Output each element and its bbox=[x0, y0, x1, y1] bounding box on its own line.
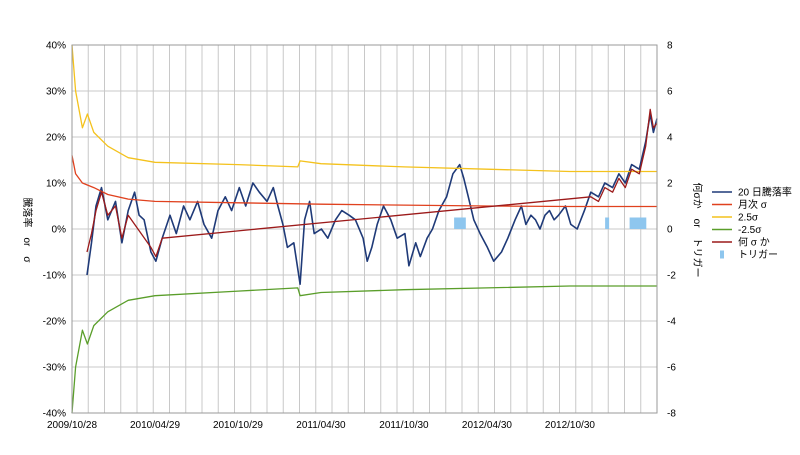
y-left-tick-label: 10% bbox=[46, 179, 66, 190]
trigger-bar bbox=[459, 217, 464, 229]
series-line bbox=[71, 285, 657, 414]
y-right-tick-label: -6 bbox=[667, 363, 676, 374]
y-right-tick-label: -2 bbox=[667, 271, 676, 282]
legend-label: 何 σ か bbox=[738, 236, 770, 249]
trigger-bar bbox=[605, 217, 610, 229]
y-left-tick-label: -10% bbox=[43, 271, 66, 282]
x-tick-label: 2011/04/30 bbox=[296, 420, 346, 431]
y-left-tick-label: -20% bbox=[43, 317, 66, 328]
x-tick-label: 2010/10/29 bbox=[213, 420, 263, 431]
x-tick-label: 2010/04/29 bbox=[130, 420, 180, 431]
legend-label: -2.5σ bbox=[738, 225, 762, 236]
x-tick-label: 2012/04/30 bbox=[462, 420, 512, 431]
y-right-tick-label: -8 bbox=[667, 409, 676, 420]
legend-label: 20 日騰落率 bbox=[738, 186, 792, 199]
axis-layer: 40% 830% 620% 410% 20% 0-10% -2-20% -4-30% -6-40… bbox=[43, 41, 677, 432]
trigger-bar bbox=[454, 217, 459, 229]
series-line bbox=[86, 113, 658, 285]
series-line bbox=[71, 44, 657, 173]
series-layer bbox=[71, 44, 658, 414]
y-right-tick-label: 8 bbox=[667, 41, 673, 52]
y-left-axis-title: 騰落率 or σ bbox=[21, 197, 34, 263]
y-right-tick-label: -4 bbox=[667, 317, 676, 328]
y-right-tick-label: 0 bbox=[667, 225, 673, 236]
trigger-bar bbox=[632, 217, 637, 229]
legend-label: 2.5σ bbox=[738, 213, 759, 224]
y-left-tick-label: 40% bbox=[46, 41, 66, 52]
grid-layer bbox=[71, 44, 658, 414]
x-tick-label: 2011/10/30 bbox=[379, 420, 429, 431]
legend-label: トリガー bbox=[738, 249, 778, 261]
y-left-tick-label: -30% bbox=[43, 363, 66, 374]
y-right-tick-label: 2 bbox=[667, 179, 673, 190]
y-left-tick-label: 0% bbox=[52, 225, 67, 236]
y-right-tick-label: 4 bbox=[667, 133, 673, 144]
series-line bbox=[71, 155, 657, 208]
legend-swatch bbox=[720, 250, 724, 259]
trigger-bar bbox=[635, 217, 640, 229]
y-right-axis-title: 何σか or トリガー bbox=[691, 182, 704, 277]
trigger-bar bbox=[461, 217, 466, 229]
legend-label: 月次 σ bbox=[738, 198, 768, 211]
y-left-tick-label: 20% bbox=[46, 133, 66, 144]
y-left-tick-label: 30% bbox=[46, 87, 66, 98]
y-right-tick-label: 6 bbox=[667, 87, 673, 98]
x-tick-label: 2009/10/28 bbox=[47, 420, 97, 431]
y-left-tick-label: -40% bbox=[43, 409, 66, 420]
trigger-bar bbox=[642, 217, 647, 229]
x-tick-label: 2012/10/30 bbox=[545, 420, 595, 431]
series-line bbox=[86, 108, 658, 258]
trigger-bar bbox=[629, 217, 634, 229]
plot-frame bbox=[71, 44, 658, 414]
trigger-bar bbox=[639, 217, 644, 229]
